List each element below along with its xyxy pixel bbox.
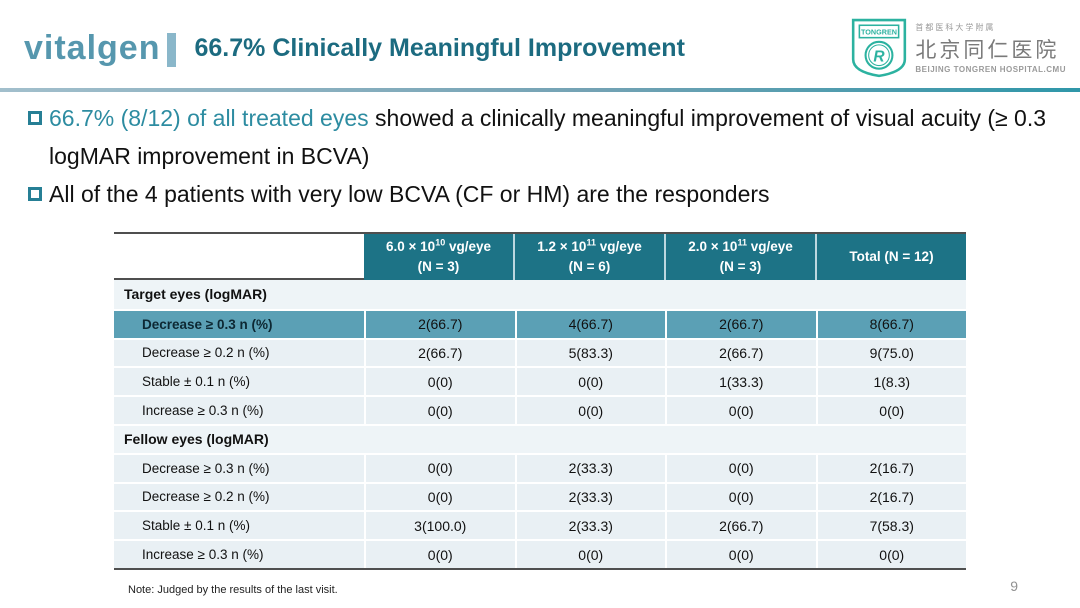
- row-label: Increase ≥ 0.3 n (%): [142, 547, 264, 563]
- table-col-header-dose3: 2.0 × 1011 vg/eye (N = 3): [664, 234, 815, 280]
- table-cell: 0(0): [815, 397, 967, 424]
- table-cell: 2(16.7): [815, 454, 967, 482]
- table-cell: 0(0): [364, 397, 515, 424]
- table-section-row-fellow-eyes: Fellow eyes (logMAR): [114, 423, 966, 453]
- table-cell: 1(8.3): [815, 368, 967, 396]
- table-cell: 0(0): [514, 368, 666, 396]
- bullet-item: All of the 4 patients with very low BCVA…: [28, 175, 1058, 213]
- footnote: Note: Judged by the results of the last …: [128, 584, 338, 596]
- hospital-name-block: 首都医科大学附属 北京同仁医院 BEIJING TONGREN HOSPITAL…: [915, 22, 1066, 74]
- table-cell: 2(66.7): [665, 339, 816, 367]
- bullet-text: All of the 4 patients with very low BCVA…: [49, 175, 770, 213]
- table-cell: 1(33.3): [665, 368, 816, 396]
- results-table: 6.0 × 1010 vg/eye (N = 3) 1.2 × 1011 vg/…: [114, 232, 966, 570]
- table-cell: 2(33.3): [514, 512, 666, 540]
- hospital-logo: TONGREN R 首都医科大学附属 北京同仁医院 BEIJING TONGRE…: [850, 17, 1066, 79]
- table-section-row-target-eyes: Target eyes (logMAR): [114, 280, 966, 309]
- row-label: Decrease ≥ 0.2 n (%): [142, 345, 270, 361]
- table-cell: 0(0): [665, 397, 816, 424]
- tongren-monogram: R: [874, 48, 886, 65]
- table-row-increase-target: Increase ≥ 0.3 n (%) 0(0) 0(0) 0(0) 0(0): [114, 395, 966, 424]
- row-label: Decrease ≥ 0.2 n (%): [142, 489, 270, 505]
- vitalgen-logo-bar: [167, 32, 177, 67]
- table-cell: 0(0): [364, 454, 515, 482]
- table-cell: 2(66.7): [665, 310, 816, 338]
- row-label: Increase ≥ 0.3 n (%): [142, 403, 264, 419]
- section-label: Target eyes (logMAR): [124, 286, 267, 303]
- table-row-decrease-03-target: Decrease ≥ 0.3 n (%) 2(66.7) 4(66.7) 2(6…: [114, 308, 967, 338]
- row-label: Stable ± 0.1 n (%): [142, 374, 250, 390]
- section-label: Fellow eyes (logMAR): [124, 431, 269, 448]
- table-cell: 0(0): [364, 483, 515, 511]
- table-cell: 4(66.7): [514, 310, 666, 338]
- table-cell: 2(33.3): [514, 483, 666, 511]
- table-col-header-dose1: 6.0 × 1010 vg/eye (N = 3): [364, 234, 513, 280]
- tongren-badge-label: TONGREN: [861, 28, 897, 37]
- bullet-item: 66.7% (8/12) of all treated eyes showed …: [28, 99, 1058, 175]
- hospital-affiliation-cn: 首都医科大学附属: [915, 23, 996, 32]
- table-cell: 8(66.7): [815, 310, 967, 338]
- table-col-header-total: Total (N = 12): [815, 234, 966, 280]
- bullet-list: 66.7% (8/12) of all treated eyes showed …: [28, 99, 1058, 213]
- header-divider: [0, 88, 1080, 92]
- table-row-decrease-02-target: Decrease ≥ 0.2 n (%) 2(66.7) 5(83.3) 2(6…: [114, 337, 967, 367]
- table-cell: 2(16.7): [815, 483, 967, 511]
- table-cell: 5(83.3): [514, 339, 666, 367]
- vitalgen-logo-text: vitalgen: [24, 28, 161, 67]
- table-row-stable-target: Stable ± 0.1 n (%) 0(0) 0(0) 1(33.3) 1(8…: [114, 366, 967, 396]
- tongren-shield-icon: TONGREN R: [852, 18, 907, 78]
- table-row-stable-fellow: Stable ± 0.1 n (%) 3(100.0) 2(33.3) 2(66…: [114, 510, 967, 540]
- table-cell: 9(75.0): [815, 339, 967, 367]
- table-cell: 0(0): [815, 541, 967, 568]
- table-cell: 2(66.7): [364, 310, 515, 338]
- bullet-text: 66.7% (8/12) of all treated eyes showed …: [49, 99, 1058, 175]
- table-cell: 2(66.7): [364, 339, 515, 367]
- hospital-name-cn: 北京同仁医院: [915, 39, 1060, 62]
- table-row-increase-fellow: Increase ≥ 0.3 n (%) 0(0) 0(0) 0(0) 0(0): [114, 539, 966, 568]
- page-number: 9: [1010, 578, 1018, 594]
- bullet-rest-text: showed a clinically meaningful improveme…: [49, 105, 1047, 169]
- table-row-decrease-03-fellow: Decrease ≥ 0.3 n (%) 0(0) 2(33.3) 0(0) 2…: [114, 452, 967, 482]
- table-cell: 0(0): [514, 397, 666, 424]
- vitalgen-logo: vitalgen: [24, 28, 177, 68]
- table-cell: 0(0): [364, 541, 515, 568]
- table-corner-cell: [114, 234, 364, 280]
- table-cell: 0(0): [665, 454, 816, 482]
- square-bullet-icon: [28, 111, 42, 125]
- table-row-decrease-02-fellow: Decrease ≥ 0.2 n (%) 0(0) 2(33.3) 0(0) 2…: [114, 481, 967, 511]
- hospital-name-en: BEIJING TONGREN HOSPITAL.CMU: [915, 65, 1066, 74]
- table-cell: 2(33.3): [514, 454, 666, 482]
- bullet-rest-text: All of the 4 patients with very low BCVA…: [49, 181, 770, 207]
- table-cell: 0(0): [514, 541, 666, 568]
- table-cell: 7(58.3): [815, 512, 967, 540]
- bullet-highlight-text: 66.7% (8/12) of all treated eyes: [49, 105, 369, 131]
- slide-header: vitalgen 66.7% Clinically Meaningful Imp…: [0, 0, 1080, 88]
- table-header-row: 6.0 × 1010 vg/eye (N = 3) 1.2 × 1011 vg/…: [114, 234, 966, 280]
- row-label: Decrease ≥ 0.3 n (%): [142, 460, 270, 476]
- slide-title: 66.7% Clinically Meaningful Improvement: [194, 33, 685, 62]
- row-label: Decrease ≥ 0.3 n (%): [142, 316, 273, 332]
- square-bullet-icon: [28, 187, 42, 201]
- table-cell: 2(66.7): [665, 512, 816, 540]
- table-cell: 3(100.0): [364, 512, 515, 540]
- table-cell: 0(0): [665, 541, 816, 568]
- table-cell: 0(0): [665, 483, 816, 511]
- row-label: Stable ± 0.1 n (%): [142, 518, 250, 534]
- table-col-header-dose2: 1.2 × 1011 vg/eye (N = 6): [513, 234, 664, 280]
- table-cell: 0(0): [364, 368, 515, 396]
